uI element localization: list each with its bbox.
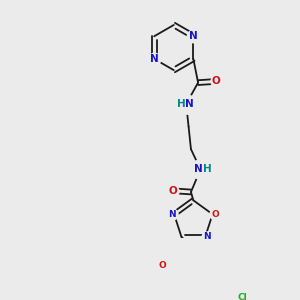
Text: N: N [168, 210, 176, 219]
Text: H: H [203, 164, 212, 174]
Text: O: O [158, 261, 166, 270]
Text: N: N [203, 232, 211, 242]
Text: O: O [211, 210, 219, 219]
Text: O: O [169, 186, 178, 196]
Text: H: H [177, 99, 185, 109]
Text: N: N [185, 99, 194, 109]
Text: N: N [150, 54, 159, 64]
Text: N: N [194, 164, 203, 174]
Text: O: O [212, 76, 220, 86]
Text: N: N [189, 31, 198, 41]
Text: Cl: Cl [237, 293, 247, 300]
